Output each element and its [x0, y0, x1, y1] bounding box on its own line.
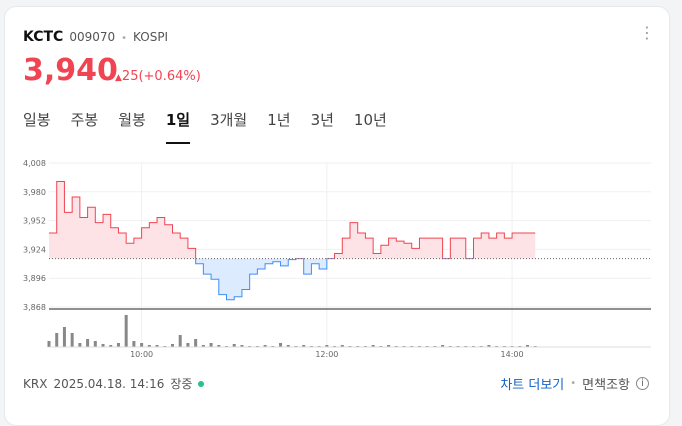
volume-bar: [302, 345, 306, 347]
separator-dot: •: [570, 378, 577, 389]
disclaimer-link[interactable]: 면책조항: [582, 378, 630, 393]
y-tick-label: 3,980: [23, 188, 46, 197]
volume-bar: [70, 333, 74, 347]
stock-name[interactable]: KCTC: [23, 29, 64, 45]
intraday-chart[interactable]: 4,008 3,980 3,952 3,924 3,896 3,868 10:00 12:00…: [5, 157, 669, 367]
y-tick-label: 3,868: [23, 303, 46, 312]
tab-monthly[interactable]: 월봉: [118, 111, 146, 129]
y-tick-label: 4,008: [23, 159, 46, 168]
period-tabs: 일봉 주봉 월봉 1일 3개월 1년 3년 10년: [23, 109, 407, 144]
exchange-name: KRX: [23, 376, 48, 391]
market-status: KRX 2025.04.18. 14:16 장중: [23, 375, 205, 392]
x-tick-label: 10:00: [130, 350, 153, 359]
volume-bar: [240, 345, 244, 347]
tab-1year[interactable]: 1년: [267, 111, 291, 129]
up-arrow-icon: ▲: [115, 73, 122, 83]
tab-weekly[interactable]: 주봉: [70, 111, 99, 129]
y-tick-label: 3,952: [23, 217, 46, 226]
volume-bar: [101, 344, 105, 347]
volume-bar: [140, 343, 144, 347]
price-line-down: [195, 258, 474, 301]
volume-bar: [279, 343, 283, 347]
tab-10years[interactable]: 10년: [353, 111, 387, 129]
volume-bar: [78, 343, 82, 347]
market-name: KOSPI: [133, 30, 169, 44]
volume-bar: [526, 345, 530, 347]
volume-bar: [263, 345, 267, 347]
volume-bar: [62, 327, 66, 347]
volume-bar: [371, 345, 375, 347]
tab-3months[interactable]: 3개월: [210, 111, 248, 129]
live-indicator-icon: [198, 380, 205, 387]
volume-bar: [132, 341, 136, 347]
volume-bar: [47, 341, 51, 347]
info-icon[interactable]: i: [636, 377, 649, 390]
volume-bar: [217, 345, 221, 347]
stock-code: 009070: [69, 30, 116, 44]
separator-dot: •: [121, 33, 128, 44]
stock-header: KCTC 009070 • KOSPI: [23, 29, 168, 45]
x-tick-label: 14:00: [501, 350, 524, 359]
price-change-value: 25(+0.64%): [121, 69, 201, 84]
volume-bar: [178, 335, 182, 347]
y-tick-label: 3,896: [23, 274, 46, 283]
timestamp: 2025.04.18. 14:16: [53, 376, 165, 391]
volume-bar: [387, 345, 391, 347]
volume-bar: [201, 345, 205, 347]
tab-1day[interactable]: 1일: [165, 109, 191, 144]
volume-bar: [155, 345, 159, 347]
volume-bar: [286, 345, 290, 347]
volume-bar: [147, 345, 151, 347]
volume-bar: [93, 341, 97, 347]
more-options-icon[interactable]: ⋮: [639, 23, 655, 42]
volume-bar: [109, 345, 113, 347]
chart-more-link[interactable]: 차트 더보기: [500, 378, 565, 393]
volume-bar: [55, 333, 59, 347]
footer-links: 차트 더보기 • 면책조항 i: [500, 374, 649, 393]
price-area-down: [195, 258, 327, 300]
volume-bar: [124, 315, 128, 347]
volume-bar: [116, 343, 120, 347]
volume-bar: [86, 339, 90, 347]
tab-3years[interactable]: 3년: [310, 111, 334, 129]
volume-bar: [186, 343, 190, 347]
volume-bar: [441, 345, 445, 347]
price-area-up: [49, 181, 536, 259]
volume-bar: [194, 339, 198, 347]
stock-card: KCTC 009070 • KOSPI ⋮ 3,940 ▲25(+0.64%) …: [4, 6, 670, 426]
volume-bar: [340, 345, 344, 347]
volume-bar: [325, 345, 329, 347]
current-price: 3,940: [23, 53, 118, 88]
volume-bar: [487, 345, 491, 347]
volume-bar: [170, 344, 174, 347]
price-change: ▲25(+0.64%): [115, 69, 201, 84]
volume-bar: [209, 343, 213, 347]
x-tick-label: 12:00: [315, 350, 338, 359]
tab-daily[interactable]: 일봉: [23, 111, 51, 129]
volume-bar: [232, 344, 236, 347]
y-tick-label: 3,924: [23, 245, 46, 254]
trading-status: 장중: [170, 377, 193, 391]
